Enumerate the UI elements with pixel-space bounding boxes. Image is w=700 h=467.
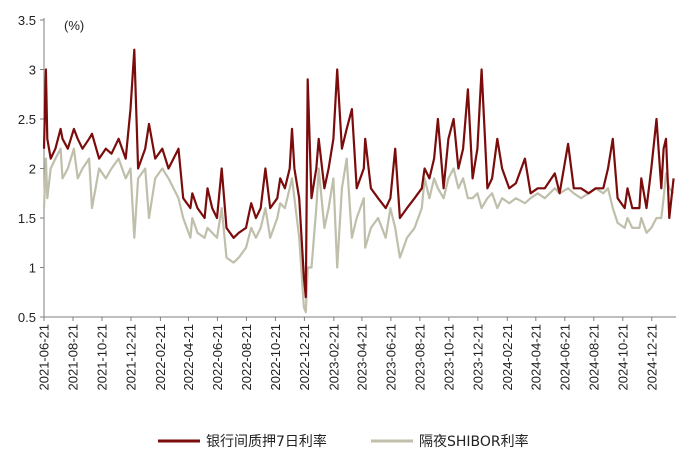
x-tick-label: 2023-08-21 bbox=[412, 324, 427, 391]
x-tick-label: 2021-12-21 bbox=[123, 324, 138, 391]
x-tick-label: 2024-02-21 bbox=[500, 324, 515, 391]
series-line-0 bbox=[42, 48, 675, 299]
x-tick-label: 2023-12-21 bbox=[470, 324, 485, 391]
y-tick-label: 2 bbox=[29, 162, 36, 177]
x-tick-label: 2022-10-21 bbox=[268, 324, 283, 391]
legend-label-0: 银行间质押7日利率 bbox=[206, 433, 327, 450]
y-tick-label: 2.5 bbox=[18, 112, 36, 127]
y-axis: 0.5 1 1.5 2 2.5 3 3.5 bbox=[18, 13, 45, 325]
x-tick-label: 2024-08-21 bbox=[586, 324, 601, 391]
x-tick-label: 2021-08-21 bbox=[65, 324, 80, 391]
x-tick-label: 2021-10-21 bbox=[94, 324, 109, 391]
x-tick-label: 2022-04-21 bbox=[181, 324, 196, 391]
y-tick-label: 3 bbox=[29, 63, 36, 78]
x-tick-label: 2024-12-21 bbox=[644, 324, 659, 391]
x-tick-label: 2024-06-21 bbox=[557, 324, 572, 391]
y-tick-label: 1.5 bbox=[18, 211, 36, 226]
x-tick-label: 2022-08-21 bbox=[239, 324, 254, 391]
x-tick-label: 2024-10-21 bbox=[615, 324, 630, 391]
x-tick-label: 2022-06-21 bbox=[210, 324, 225, 391]
x-tick-label: 2023-06-21 bbox=[383, 324, 398, 391]
unit-label: (%) bbox=[64, 18, 84, 33]
x-tick-label: 2023-10-21 bbox=[441, 324, 456, 391]
x-tick-label: 2022-02-21 bbox=[153, 324, 168, 391]
y-tick-label: 0.5 bbox=[18, 310, 36, 325]
y-tick-label: 3.5 bbox=[18, 13, 36, 28]
legend-label-1: 隔夜SHIBOR利率 bbox=[419, 433, 529, 450]
legend: 银行间质押7日利率 隔夜SHIBOR利率 bbox=[158, 433, 529, 450]
series-layer bbox=[42, 48, 675, 314]
series-line-1 bbox=[42, 147, 675, 314]
x-tick-label: 2023-02-21 bbox=[326, 324, 341, 391]
y-tick-label: 1 bbox=[29, 261, 36, 276]
x-tick-label: 2023-04-21 bbox=[354, 324, 369, 391]
x-tick-label: 2022-12-21 bbox=[297, 324, 312, 391]
x-tick-label: 2021-06-21 bbox=[37, 324, 52, 391]
x-tick-label: 2024-04-21 bbox=[528, 324, 543, 391]
x-axis: 2021-06-21 2021-08-21 2021-10-21 2021-12-21… bbox=[37, 316, 676, 391]
